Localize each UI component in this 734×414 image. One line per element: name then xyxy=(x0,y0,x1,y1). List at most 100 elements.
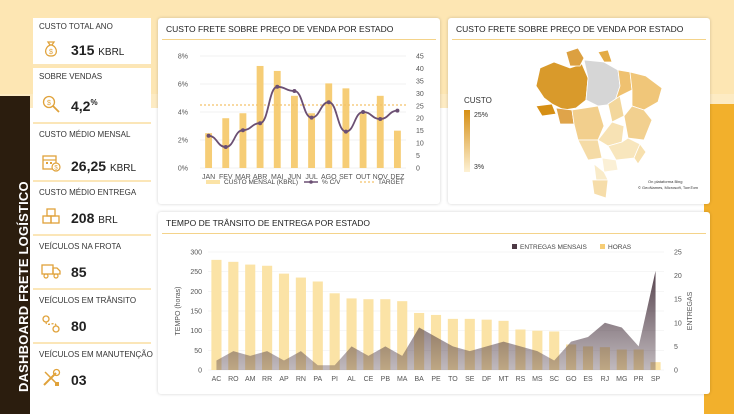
hours-bar xyxy=(262,265,273,370)
x-tick-label: AGO xyxy=(321,174,337,181)
y-left-tick-label: 2% xyxy=(178,138,188,145)
hours-bar xyxy=(312,281,323,370)
truck-icon xyxy=(41,264,61,279)
hours-bar xyxy=(397,301,408,370)
y-right-tick-label: 25 xyxy=(674,250,682,257)
pct-point xyxy=(395,108,400,113)
x-tick-label: BA xyxy=(414,376,424,383)
map-region-rj-es xyxy=(633,143,647,165)
kpi-label: SOBRE VENDAS xyxy=(39,72,103,81)
hours-bar xyxy=(363,299,374,370)
y-left-tick-label: 8% xyxy=(178,54,188,61)
map-region-pa xyxy=(583,59,621,107)
legend-label: TARGET xyxy=(378,179,404,186)
y-right-tick-label: 20 xyxy=(674,273,682,280)
map-region-sp xyxy=(601,157,619,173)
map-region-ac xyxy=(535,103,557,117)
kpi-value-over-sales: 4,2% xyxy=(71,98,98,114)
y-right-tick-label: 0 xyxy=(674,368,678,375)
legend-swatch-deliveries xyxy=(512,244,517,249)
pct-point xyxy=(206,133,211,138)
y-left-tick-label: 200 xyxy=(190,289,202,296)
map-region-ne xyxy=(629,71,663,111)
cost-bar xyxy=(342,88,350,168)
legend-swatch-pct-dot xyxy=(309,180,313,184)
legend-swatch-cost xyxy=(206,180,220,184)
map-region-ms xyxy=(577,139,603,161)
pct-point xyxy=(378,117,383,121)
kpi-card-avg-delivery: CUSTO MÉDIO ENTREGA 208 BRL xyxy=(33,184,151,236)
y-left-tick-label: 150 xyxy=(190,309,202,316)
cost-bar xyxy=(222,118,230,168)
map-legend-max: 25% xyxy=(474,112,489,119)
legend-label: ENTREGAS MENSAIS xyxy=(520,244,587,251)
map-card: CUSTO FRETE SOBRE PREÇO DE VENDA POR EST… xyxy=(448,18,710,204)
x-tick-label: PR xyxy=(634,376,644,383)
y-right-tick-label: 25 xyxy=(416,103,424,110)
pct-point xyxy=(326,100,331,105)
kpi-label: CUSTO MÉDIO ENTREGA xyxy=(39,188,137,197)
svg-text:$: $ xyxy=(47,100,51,107)
y-right-tick-label: 45 xyxy=(416,54,424,61)
map-attribution: © GeoNames, Microsoft, TomTom xyxy=(638,185,698,190)
x-tick-label: CE xyxy=(364,376,374,383)
map-legend-min: 3% xyxy=(474,164,485,171)
cost-bar xyxy=(325,83,333,168)
map-legend-gradient xyxy=(464,110,470,172)
hours-bar xyxy=(464,318,475,370)
pct-point xyxy=(275,84,280,89)
title-divider xyxy=(162,233,706,234)
chart-title: CUSTO FRETE SOBRE PREÇO DE VENDA POR EST… xyxy=(166,24,394,34)
map-region-mt xyxy=(571,105,605,141)
kpi-value-avg-delivery: 208 BRL xyxy=(71,210,118,226)
map-region-rr xyxy=(565,47,585,67)
hours-bar xyxy=(211,259,222,370)
y-right-tick-label: 15 xyxy=(674,297,682,304)
kpi-card-total-cost: CUSTO TOTAL ANO $ 315 KBRL xyxy=(33,18,151,66)
money-search-icon: $ xyxy=(42,95,60,113)
brazil-map xyxy=(535,47,663,199)
hours-bar xyxy=(228,261,239,370)
x-tick-label: RO xyxy=(228,376,239,383)
map-region-ba xyxy=(623,105,653,141)
y-right-tick-label: 10 xyxy=(416,141,424,148)
legend-label: % C/V xyxy=(322,179,341,186)
legend-swatch-hours xyxy=(600,244,605,249)
kpi-card-maintenance: VEÍCULOS EM MANUTENÇÃO 03 xyxy=(33,346,153,412)
x-tick-label: AC xyxy=(212,376,222,383)
y-right-tick-label: 20 xyxy=(416,116,424,123)
cost-bar xyxy=(308,113,316,168)
pct-point xyxy=(292,89,297,93)
x-tick-label: MT xyxy=(499,376,510,383)
monthly-cost-chart: 0% 2% 4% 6% 8% 0 5 10 15 20 25 30 35 40 45 JAN FEV MAR ABR… xyxy=(178,54,424,187)
cost-bar xyxy=(359,113,367,168)
kpi-value-fleet: 85 xyxy=(71,264,87,280)
kpi-label: VEÍCULOS EM TRÂNSITO xyxy=(39,296,137,305)
map-region-sc-rs xyxy=(591,179,609,199)
x-tick-label: MS xyxy=(532,376,543,383)
x-tick-label: PE xyxy=(431,376,441,383)
x-tick-label: TO xyxy=(448,376,458,383)
transit-time-chart-card: TEMPO DE TRÂNSITO DE ENTREGA POR ESTADO … xyxy=(158,212,710,394)
y-left-tick-label: 4% xyxy=(178,110,188,117)
kpi-label: CUSTO TOTAL ANO xyxy=(39,22,113,31)
y-left-tick-label: 6% xyxy=(178,82,188,89)
hours-bar xyxy=(245,264,256,370)
kpi-label: VEÍCULOS NA FROTA xyxy=(39,242,122,251)
x-tick-label: RR xyxy=(262,376,272,383)
x-tick-label: RS xyxy=(516,376,526,383)
hours-bar xyxy=(481,319,492,370)
x-tick-label: ES xyxy=(583,376,593,383)
hours-bar xyxy=(278,273,290,370)
kpi-value-total-cost: 315 KBRL xyxy=(71,42,125,58)
monthly-cost-chart-card: CUSTO FRETE SOBRE PREÇO DE VENDA POR EST… xyxy=(158,18,440,204)
y-right-axis-title: ENTREGAS xyxy=(687,291,694,330)
kpi-card-over-sales: SOBRE VENDAS $ 4,2% xyxy=(33,68,151,124)
x-tick-label: SET xyxy=(339,174,353,181)
x-tick-label: MG xyxy=(616,376,627,383)
y-left-tick-label: 300 xyxy=(190,250,202,257)
x-tick-label: JAN xyxy=(202,174,215,181)
cost-bar xyxy=(256,65,264,168)
x-tick-label: MAI xyxy=(271,174,284,181)
y-right-tick-label: 0 xyxy=(416,166,420,173)
